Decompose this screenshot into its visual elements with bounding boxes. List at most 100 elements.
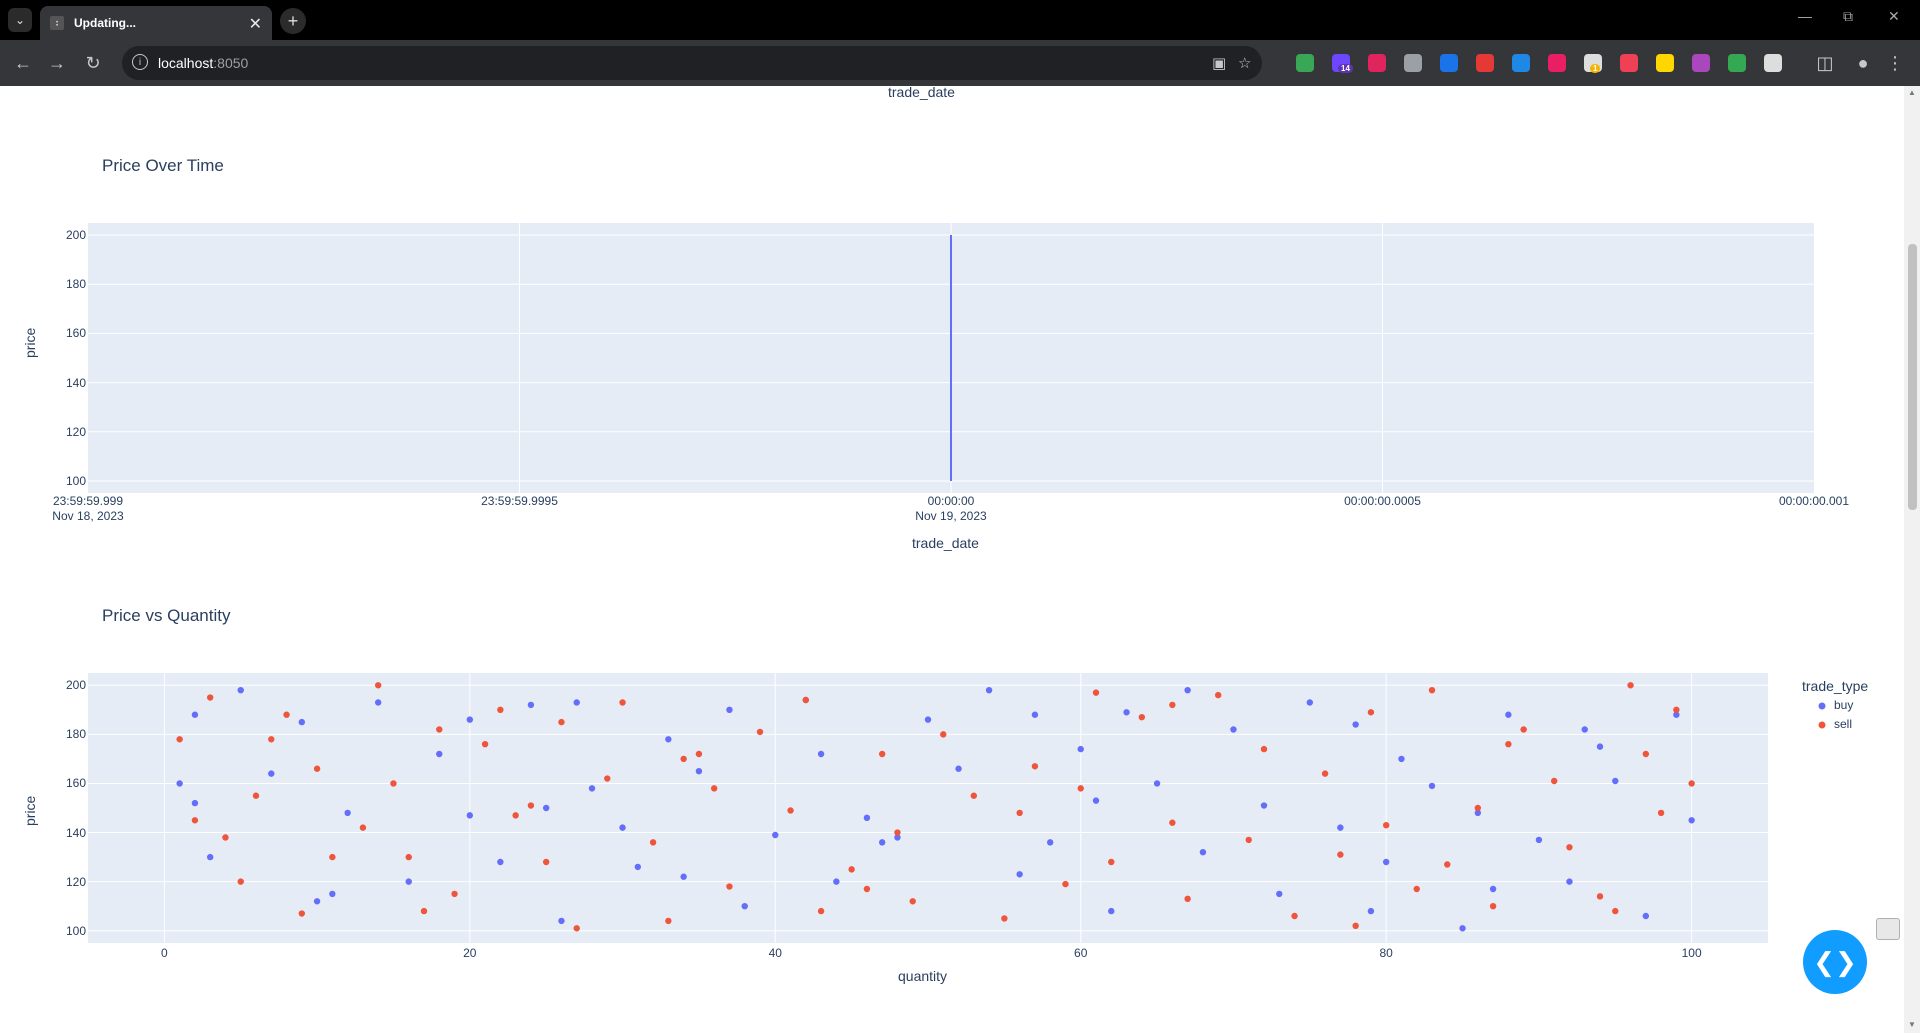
scatter-point-sell [451,891,457,897]
scatter-point-sell [512,812,518,818]
scatter-point-buy [1093,797,1099,803]
scatter-point-sell [1108,859,1114,865]
scatter-point-buy [1398,756,1404,762]
scatter-point-buy [192,800,198,806]
scatter-point-sell [192,817,198,823]
scatter-point-buy [1536,837,1542,843]
scatter-point-sell [574,925,580,931]
scatter-point-sell [421,908,427,914]
color-picker-extension-icon[interactable] [1692,54,1710,72]
window-extension-icon[interactable] [1512,54,1530,72]
scatter-point-buy [1612,778,1618,784]
scatter-point-sell [864,886,870,892]
drive-extension-icon[interactable] [1728,54,1746,72]
moon-extension-icon[interactable] [1656,54,1674,72]
scatter-point-sell [894,829,900,835]
scatter-chart-xtick-label: 100 [1622,946,1762,960]
line-chart-xtick-time: 23:59:59.999 [18,494,158,508]
restore-window-icon[interactable]: ⧉ [1843,8,1853,25]
reload-icon[interactable]: ↻ [82,52,104,74]
scatter-point-buy [1582,726,1588,732]
scatter-chart-xtick-label: 0 [94,946,234,960]
legend-item-sell[interactable]: sell [1834,717,1852,731]
scatter-point-sell [1016,810,1022,816]
side-panel-icon[interactable]: ◫ [1814,52,1836,74]
scatter-point-sell [1169,702,1175,708]
scatter-point-sell [1612,908,1618,914]
red-eye-extension-icon[interactable] [1368,54,1386,72]
scatter-point-buy [1643,913,1649,919]
scroll-up-arrow-icon[interactable]: ▲ [1908,88,1916,97]
scatter-point-sell [619,699,625,705]
scatter-point-sell [1566,844,1572,850]
globe-extension-icon[interactable] [1296,54,1314,72]
site-info-icon[interactable]: i [132,54,148,70]
scatter-point-sell [680,756,686,762]
scatter-point-sell [1184,896,1190,902]
translate-icon[interactable]: ▣ [1212,54,1226,72]
scatter-point-sell [1627,682,1633,688]
page-scrollbar[interactable]: ▲ ▼ [1904,86,1920,1033]
line-chart-ytick-label: 100 [26,474,86,488]
scatter-point-sell [1169,820,1175,826]
eraser-extension-icon[interactable] [1476,54,1494,72]
dash-debug-button[interactable]: ❮❯ [1803,930,1867,994]
scatter-point-buy [1597,743,1603,749]
scatter-point-buy [314,898,320,904]
close-window-icon[interactable]: ✕ [1888,8,1900,25]
legend-item-buy[interactable]: buy [1834,698,1853,712]
scrollbar-thumb[interactable] [1908,244,1917,510]
scatter-point-sell [1322,770,1328,776]
scatter-point-buy [726,707,732,713]
address-bar[interactable]: i localhost:8050 ▣ ☆ [122,46,1262,80]
close-tab-icon[interactable]: ✕ [249,14,262,34]
scatter-point-buy [406,878,412,884]
scatter-point-sell [238,878,244,884]
play-extension-icon[interactable] [1548,54,1566,72]
scatter-point-sell [1246,837,1252,843]
scatter-chart-xtick-label: 60 [1011,946,1151,960]
address-url[interactable]: localhost:8050 [158,55,248,71]
shield-extension-icon[interactable] [1440,54,1458,72]
scatter-point-buy [528,702,534,708]
line-chart-xtick-time: 00:00:00.001 [1744,494,1884,508]
scatter-point-sell [176,736,182,742]
scatter-point-sell [436,726,442,732]
scatter-point-sell [711,785,717,791]
pocket-extension-icon[interactable] [1620,54,1638,72]
browser-tab[interactable]: ∶ Updating... ✕ [40,6,272,40]
scatter-chart-xtick-label: 80 [1316,946,1456,960]
new-tab-plus-icon[interactable]: + [280,8,306,34]
scatter-point-sell [329,854,335,860]
tab-search-chevron-icon[interactable]: ⌄ [8,8,32,32]
minimize-window-icon[interactable]: — [1798,8,1812,24]
gear-extension-icon[interactable]: 1 [1584,54,1602,72]
back-arrow-icon[interactable]: ← [12,52,34,74]
bookmark-star-icon[interactable]: ☆ [1238,54,1251,72]
purple-extension-icon[interactable]: 14 [1332,54,1350,72]
forward-arrow-icon[interactable]: → [46,52,68,74]
scatter-point-sell [1475,805,1481,811]
scatter-point-buy [665,736,671,742]
scatter-point-sell [558,719,564,725]
scatter-point-sell [910,898,916,904]
scroll-down-arrow-icon[interactable]: ▼ [1908,1020,1916,1029]
puzzle-extension-icon[interactable] [1764,54,1782,72]
charts-canvas [0,86,1904,1033]
legend-title: trade_type [1802,678,1868,694]
scatter-point-buy [1078,746,1084,752]
scatter-point-sell [1078,785,1084,791]
scatter-point-buy [619,824,625,830]
scatter-point-buy [1383,859,1389,865]
scatter-point-buy [192,712,198,718]
camera-extension-icon[interactable] [1404,54,1422,72]
profile-avatar-icon[interactable]: ● [1852,52,1874,74]
scatter-point-sell [528,802,534,808]
line-chart-title: Price Over Time [102,156,224,176]
line-chart-xtick-time: 00:00:00 [881,494,1021,508]
chrome-menu-icon[interactable]: ⋮ [1884,52,1906,74]
scatter-point-buy [635,864,641,870]
scatter-point-sell [360,824,366,830]
minimized-panel-icon[interactable] [1876,918,1900,940]
scatter-point-sell [497,707,503,713]
